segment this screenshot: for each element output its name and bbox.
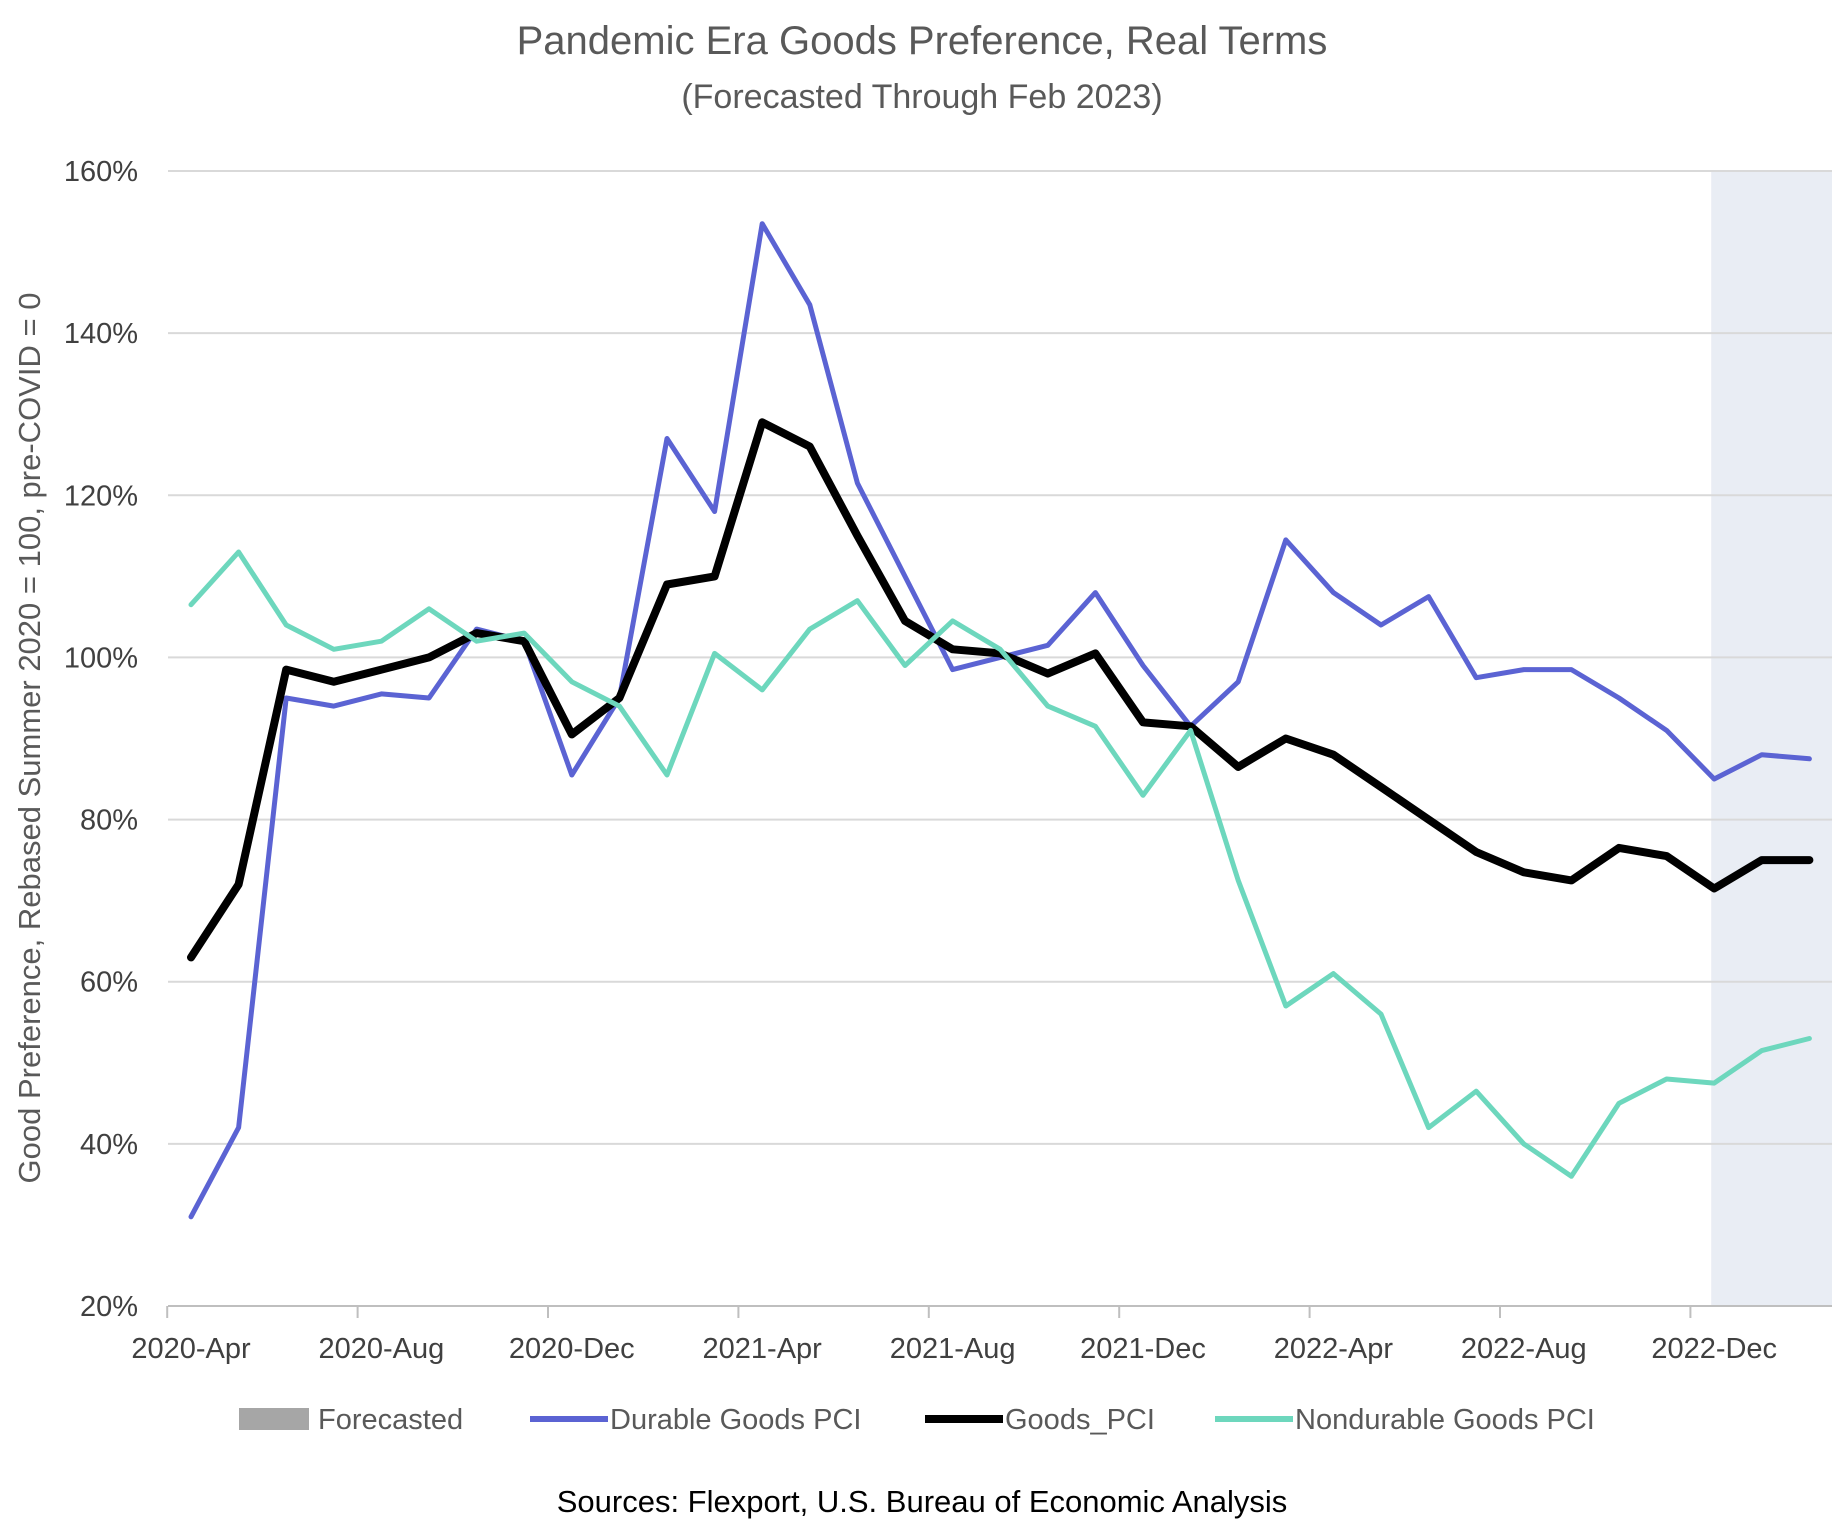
y-tick-label: 160% xyxy=(64,156,138,188)
forecast-band xyxy=(1711,171,1832,1306)
chart-subtitle: (Forecasted Through Feb 2023) xyxy=(681,78,1162,116)
x-tick-label: 2020-Apr xyxy=(131,1333,251,1365)
source-note: Sources: Flexport, U.S. Bureau of Econom… xyxy=(557,1484,1288,1519)
series-line-goods-pci xyxy=(187,418,1814,962)
legend-label-durable: Durable Goods PCI xyxy=(610,1404,861,1436)
x-tick-label: 2020-Dec xyxy=(509,1333,635,1365)
y-tick-label: 20% xyxy=(80,1291,138,1323)
series-line-nondurable-goods-pci xyxy=(188,549,1812,1179)
y-tick-label: 100% xyxy=(64,642,138,674)
x-tick-label: 2020-Aug xyxy=(319,1333,445,1365)
legend-label-goods: Goods_PCI xyxy=(1005,1404,1155,1436)
series-lines xyxy=(187,221,1814,1220)
y-tick-label: 60% xyxy=(80,967,138,999)
y-tick-label: 80% xyxy=(80,805,138,837)
x-tick-label: 2021-Aug xyxy=(890,1333,1016,1365)
y-tick-label: 120% xyxy=(64,480,138,512)
x-tick-label: 2022-Apr xyxy=(1274,1333,1394,1365)
legend-label-forecasted: Forecasted xyxy=(318,1404,463,1436)
x-tick-label: 2021-Dec xyxy=(1080,1333,1206,1365)
series-line-durable-goods-pci xyxy=(188,221,1812,1220)
gridlines xyxy=(168,170,1832,1307)
chart-title: Pandemic Era Goods Preference, Real Term… xyxy=(517,19,1328,63)
x-tick-label: 2022-Dec xyxy=(1651,1333,1777,1365)
y-axis-label: Good Preference, Rebased Summer 2020 = 1… xyxy=(12,293,47,1184)
legend-label-nondurable: Nondurable Goods PCI xyxy=(1295,1404,1595,1436)
y-tick-label: 40% xyxy=(80,1129,138,1161)
legend-swatch-forecasted xyxy=(239,1408,309,1430)
y-tick-label: 140% xyxy=(64,318,138,350)
x-tick-label: 2022-Aug xyxy=(1461,1333,1587,1365)
x-tick-label: 2021-Apr xyxy=(703,1333,823,1365)
legend: Forecasted Durable Goods PCI Goods_PCI N… xyxy=(239,1404,1595,1436)
y-axis-tick-labels: 20% 40% 60% 80% 100% 120% 140% 160% xyxy=(64,156,138,1323)
x-axis: 2020-Apr 2020-Aug 2020-Dec 2021-Apr 2021-Aug… xyxy=(131,1305,1832,1365)
